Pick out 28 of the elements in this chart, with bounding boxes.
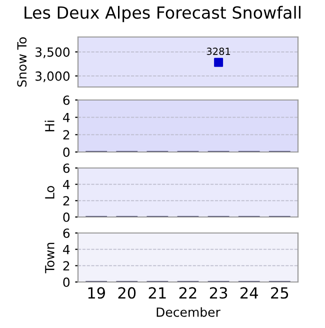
data-label: 3281 [206, 48, 230, 55]
y-tick-label: 6 [63, 228, 70, 238]
x-tick-label: 20 [118, 287, 136, 299]
y-tick-label: 6 [63, 95, 70, 105]
y-tick-label: 4 [63, 180, 70, 190]
y-axis-title: Snow To [17, 37, 27, 87]
y-tick-label: 0 [63, 212, 70, 222]
x-tick-label: 25 [271, 287, 288, 299]
x-axis-title: December [156, 307, 220, 317]
chart-title: Les Deux Alpes Forecast Snowfall [24, 6, 300, 22]
y-tick-label: 3,500 [36, 47, 70, 58]
y-tick-label: 0 [63, 277, 70, 287]
x-tick-label: 24 [240, 287, 258, 298]
y-tick-label: 4 [63, 244, 70, 254]
y-tick-label: 0 [63, 147, 70, 157]
y-tick-label: 6 [63, 163, 70, 173]
y-tick-label: 2 [63, 196, 70, 206]
y-tick-label: 2 [63, 261, 70, 270]
x-tick-label: 19 [88, 287, 105, 299]
y-axis-title: Town [45, 242, 54, 274]
x-tick-label: 23 [210, 287, 228, 299]
x-tick-label: 21 [148, 287, 166, 298]
y-tick-label: 3,000 [36, 71, 70, 82]
y-tick-label: 2 [63, 130, 70, 140]
y-axis-title: Hi [44, 120, 54, 132]
y-axis-title: Lo [45, 186, 54, 198]
x-tick-label: 22 [179, 287, 196, 298]
y-tick-label: 4 [63, 112, 70, 122]
